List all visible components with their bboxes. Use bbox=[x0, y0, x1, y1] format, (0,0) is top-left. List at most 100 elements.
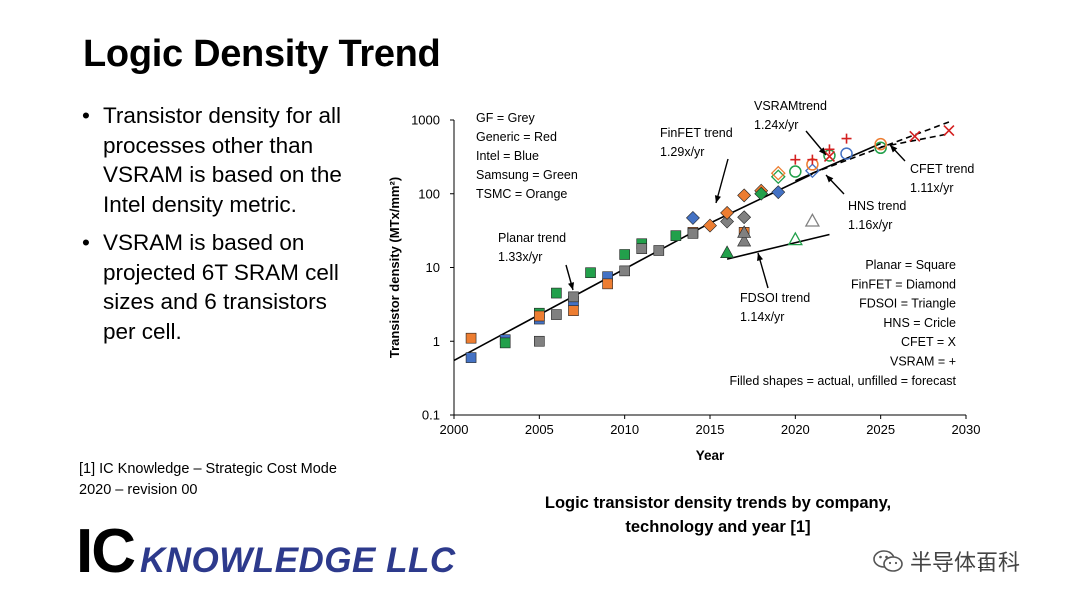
marker-triangle bbox=[804, 212, 821, 227]
marker-diamond bbox=[771, 185, 786, 200]
marker-diamond bbox=[703, 218, 717, 233]
wechat-icon bbox=[872, 548, 904, 574]
data-point-diamond bbox=[720, 205, 734, 220]
trend-line bbox=[726, 233, 830, 260]
logo-rest: KNOWLEDGE LLC bbox=[140, 541, 456, 580]
y-axis-title: Transistor density (MTx/mm²) bbox=[387, 177, 402, 358]
marker-square bbox=[465, 332, 477, 344]
marker-square bbox=[687, 228, 699, 239]
data-point-square bbox=[687, 228, 699, 239]
marker-square bbox=[619, 249, 630, 260]
y-tick-label: 10 bbox=[426, 260, 440, 275]
shape-legend-item: HNS = Cricle bbox=[883, 316, 956, 330]
data-point-square bbox=[534, 310, 545, 322]
data-point-square bbox=[551, 309, 562, 320]
marker-plus bbox=[790, 154, 801, 165]
x-tick-label: 2010 bbox=[610, 422, 639, 437]
trend-arrow-head bbox=[568, 282, 575, 290]
company-legend-item: Intel = Blue bbox=[476, 149, 539, 163]
data-point-x bbox=[823, 150, 836, 163]
y-tick-label: 1 bbox=[433, 334, 440, 349]
x-tick-label: 2030 bbox=[952, 422, 981, 437]
data-point-square bbox=[670, 230, 682, 241]
marker-square bbox=[534, 310, 545, 322]
data-point-square bbox=[568, 291, 579, 303]
data-point-triangle bbox=[737, 233, 752, 247]
data-point-diamond bbox=[686, 211, 700, 225]
x-tick-label: 2015 bbox=[696, 422, 725, 437]
shape-legend-item: Filled shapes = actual, unfilled = forec… bbox=[729, 374, 956, 388]
data-point-square bbox=[653, 245, 665, 256]
trend-arrow-head bbox=[826, 175, 834, 183]
marker-triangle bbox=[720, 245, 735, 258]
marker-triangle bbox=[787, 231, 803, 246]
company-legend-item: Samsung = Green bbox=[476, 168, 578, 182]
trend-arrow-head bbox=[818, 147, 826, 155]
data-point-triangle bbox=[720, 245, 735, 258]
marker-diamond bbox=[737, 210, 752, 225]
data-point-circle bbox=[789, 165, 802, 178]
shape-legend-item: FDSOI = Triangle bbox=[859, 297, 956, 311]
trend-label: CFET trend bbox=[910, 162, 974, 176]
data-point-plus bbox=[824, 144, 835, 155]
marker-square bbox=[465, 352, 477, 363]
data-point-x bbox=[909, 130, 921, 142]
data-point-plus bbox=[790, 154, 801, 165]
company-legend-item: GF = Grey bbox=[476, 111, 535, 125]
marker-diamond bbox=[720, 214, 734, 229]
data-point-circle bbox=[874, 137, 887, 151]
trend-rate-label: 1.24x/yr bbox=[754, 118, 798, 132]
watermark-text: 半导体百科 bbox=[910, 550, 1021, 575]
company-legend-item: TSMC = Orange bbox=[476, 187, 567, 201]
y-tick-label: 100 bbox=[418, 186, 440, 201]
marker-triangle bbox=[737, 225, 752, 238]
reference-note: [1] IC Knowledge – Strategic Cost Mode 2… bbox=[79, 459, 364, 501]
trend-arrow-shaft bbox=[715, 158, 729, 204]
marker-square bbox=[568, 291, 579, 303]
data-point-diamond bbox=[737, 188, 752, 203]
trend-rate-label: 1.29x/yr bbox=[660, 145, 704, 159]
ic-knowledge-logo: IC KNOWLEDGE LLC bbox=[76, 521, 456, 583]
data-point-square bbox=[465, 352, 477, 363]
shape-legend-item: CFET = X bbox=[901, 335, 957, 349]
caption-line: Logic transistor density trends by compa… bbox=[544, 494, 892, 512]
y-tick-label: 0.1 bbox=[422, 408, 440, 423]
data-point-diamond bbox=[720, 214, 734, 229]
data-point-square bbox=[465, 332, 477, 344]
x-axis-title: Year bbox=[696, 448, 725, 463]
data-point-diamond bbox=[770, 165, 786, 181]
marker-diamond bbox=[754, 186, 769, 201]
data-point-circle bbox=[874, 141, 887, 155]
data-point-diamond bbox=[771, 185, 786, 200]
marker-triangle bbox=[737, 233, 752, 247]
data-point-plus bbox=[807, 154, 818, 165]
marker-plus bbox=[841, 133, 852, 144]
trend-arrow-head bbox=[757, 253, 764, 261]
bullet-item: Transistor density for all processes oth… bbox=[82, 101, 352, 219]
chart-svg: 2000 2005 2010 2015 2020 2025 2030 0.1 1 10 100 100… bbox=[387, 99, 981, 463]
data-point-diamond bbox=[754, 186, 769, 201]
data-point-square bbox=[551, 287, 562, 299]
trend-line bbox=[880, 133, 950, 148]
marker-plus bbox=[824, 144, 835, 155]
marker-square bbox=[551, 309, 562, 320]
shape-legend-item: FinFET = Diamond bbox=[851, 277, 956, 291]
slide-title: Logic Density Trend bbox=[83, 33, 441, 75]
data-point-plus bbox=[841, 133, 852, 144]
trend-rate-label: 1.33x/yr bbox=[498, 250, 542, 264]
marker-square bbox=[568, 305, 579, 316]
marker-square bbox=[602, 278, 613, 290]
marker-square bbox=[670, 230, 682, 241]
y-tick-label: 1000 bbox=[411, 113, 440, 128]
marker-x bbox=[909, 130, 921, 142]
logo-prefix: IC bbox=[76, 517, 136, 586]
marker-square bbox=[619, 265, 630, 277]
chart-caption: Logic transistor density trends by compa… bbox=[498, 491, 938, 539]
data-point-square bbox=[534, 335, 545, 347]
density-chart: 2000 2005 2010 2015 2020 2025 2030 0.1 1 10 100 100… bbox=[378, 95, 990, 475]
marker-x bbox=[823, 150, 836, 163]
trend-label: HNS trend bbox=[848, 199, 906, 213]
trend-rate-label: 1.16x/yr bbox=[848, 218, 892, 232]
trend-label: FDSOI trend bbox=[740, 291, 810, 305]
data-point-x bbox=[943, 124, 955, 137]
